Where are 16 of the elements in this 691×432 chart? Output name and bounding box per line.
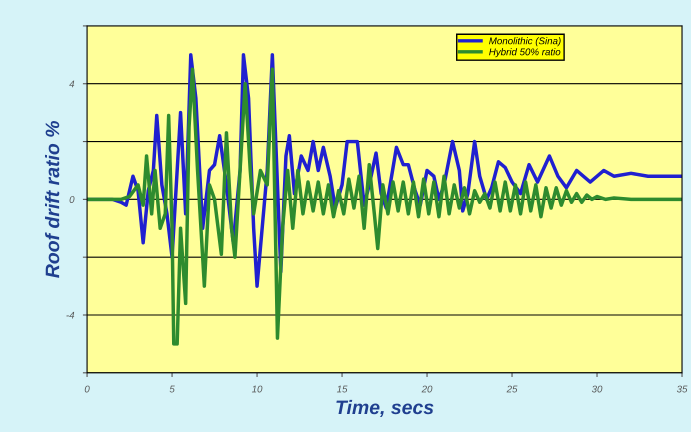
- x-tick-label: 5: [170, 386, 175, 392]
- y-tick-label: 4: [69, 80, 74, 88]
- x-tick-label: 15: [336, 386, 348, 392]
- x-tick-label: 25: [506, 386, 518, 392]
- x-tick-label: 35: [676, 386, 688, 392]
- y-tick-label: -4: [66, 312, 74, 319]
- legend-label: Hybrid 50% ratio: [489, 48, 560, 58]
- x-tick-label: 10: [252, 386, 262, 392]
- y-tick-label: 0: [70, 196, 74, 203]
- x-tick-label: 0: [84, 386, 90, 392]
- legend-label: Monolithic (Sina): [489, 37, 561, 46]
- x-tick-label: 20: [422, 386, 432, 392]
- x-axis-title: Time, secs: [336, 400, 434, 418]
- x-tick-label: 30: [592, 386, 602, 392]
- y-axis-title: Roof drift ratio %: [45, 121, 60, 278]
- line-series: [87, 68, 682, 346]
